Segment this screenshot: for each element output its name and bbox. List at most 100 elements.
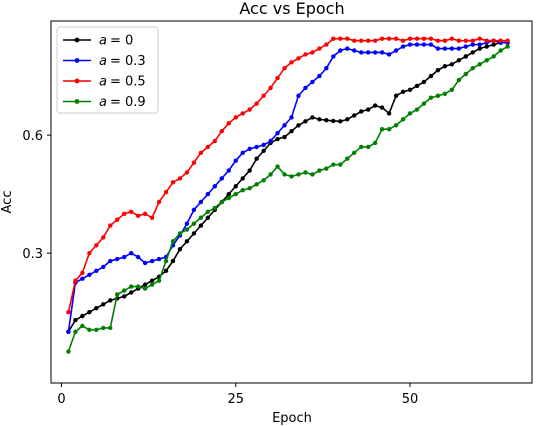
data-point	[393, 48, 399, 53]
data-point	[345, 156, 350, 161]
data-point	[435, 67, 441, 73]
data-point	[484, 58, 489, 63]
data-point	[456, 38, 461, 43]
data-point	[414, 36, 420, 41]
data-point	[226, 195, 231, 201]
data-point	[191, 221, 197, 226]
data-point	[338, 162, 343, 167]
data-point	[365, 107, 371, 112]
data-point	[275, 136, 280, 142]
data-point	[505, 38, 510, 43]
y-axis-ticks: 0.3 0.6	[22, 129, 51, 262]
data-point	[310, 115, 315, 120]
data-point	[310, 50, 315, 55]
data-point	[261, 178, 266, 183]
data-point	[205, 215, 211, 220]
data-point	[324, 166, 329, 171]
data-point	[352, 38, 357, 43]
series-line-1	[67, 39, 508, 332]
data-point	[428, 36, 434, 41]
data-point	[282, 134, 287, 140]
data-point	[268, 172, 273, 177]
data-point	[379, 127, 385, 132]
data-point	[338, 48, 343, 53]
data-point	[282, 172, 287, 177]
data-point	[198, 150, 204, 156]
data-point	[142, 282, 148, 287]
data-point	[163, 189, 169, 195]
data-point	[310, 172, 315, 177]
data-point	[449, 87, 455, 93]
data-point	[338, 36, 343, 41]
data-point	[80, 270, 85, 276]
data-point	[449, 46, 455, 51]
data-point	[149, 258, 155, 264]
data-point	[331, 118, 336, 124]
data-point	[198, 223, 204, 228]
data-point	[345, 46, 350, 51]
data-point	[414, 107, 420, 112]
y-tick-label: 0.6	[22, 129, 43, 144]
data-point	[456, 58, 461, 63]
data-point	[470, 66, 475, 71]
data-point	[324, 42, 329, 47]
data-point	[135, 254, 141, 260]
data-point	[240, 176, 245, 181]
data-point	[254, 156, 259, 161]
data-point	[345, 117, 350, 122]
data-point	[421, 42, 427, 47]
data-point	[191, 231, 197, 236]
data-point	[421, 36, 427, 41]
data-point	[233, 115, 238, 120]
data-point	[275, 75, 280, 81]
data-point	[247, 146, 252, 152]
series-layer	[66, 36, 510, 354]
legend-label: a = 0.5	[99, 75, 146, 90]
data-point	[198, 199, 204, 205]
data-point	[170, 239, 176, 244]
data-point	[428, 95, 434, 100]
data-point	[268, 138, 273, 144]
data-point	[289, 60, 294, 65]
data-point	[240, 150, 245, 156]
data-point	[108, 223, 113, 228]
data-point	[359, 109, 364, 114]
data-point	[128, 284, 134, 289]
data-point	[365, 144, 371, 150]
data-point	[289, 128, 294, 134]
data-point	[386, 127, 392, 132]
data-point	[247, 107, 252, 112]
y-axis-label: Acc	[0, 191, 15, 214]
data-point	[442, 38, 448, 43]
data-point	[400, 117, 406, 122]
data-point	[87, 327, 92, 333]
data-point	[226, 168, 231, 173]
data-point	[393, 36, 399, 41]
data-point	[463, 71, 468, 77]
data-point	[205, 209, 211, 215]
data-point	[345, 36, 350, 41]
data-point	[449, 62, 455, 67]
data-point	[463, 38, 468, 43]
legend: a = 0 a = 0.3 a = 0.5 a = 0.9	[56, 26, 159, 114]
series-line-2	[67, 37, 508, 313]
data-point	[365, 38, 371, 43]
data-point	[365, 50, 371, 55]
data-point	[219, 176, 224, 181]
data-point	[407, 36, 413, 41]
data-point	[177, 176, 183, 181]
data-point	[156, 278, 162, 283]
data-point	[80, 276, 85, 281]
data-point	[352, 113, 357, 118]
data-point	[94, 268, 99, 274]
data-point	[352, 150, 357, 156]
chart-title: Acc vs Epoch	[239, 0, 344, 18]
data-point	[407, 111, 413, 116]
data-point	[393, 123, 399, 128]
data-point	[212, 138, 218, 144]
data-point	[108, 325, 113, 331]
data-point	[379, 36, 385, 41]
data-point	[386, 36, 392, 41]
data-point	[386, 52, 392, 57]
data-point	[219, 128, 224, 134]
